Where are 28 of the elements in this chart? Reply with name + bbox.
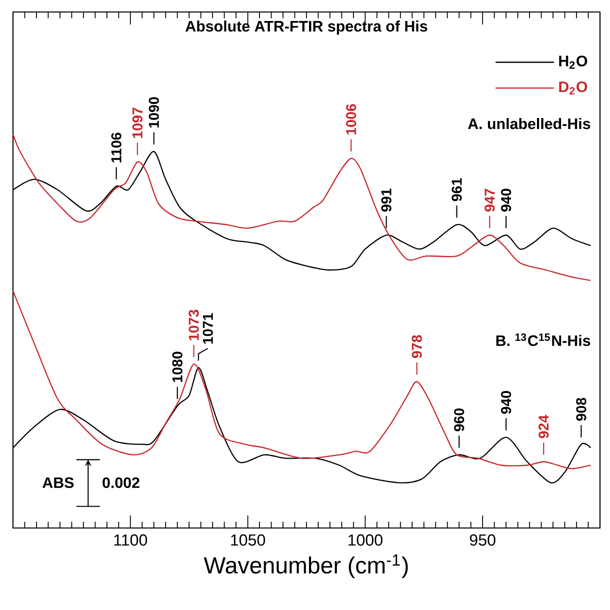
annotation: ABS [42,477,74,488]
annotation: 947 [484,188,495,212]
annotation: 940 [501,391,512,414]
annotation: 940 [501,188,512,212]
x-tick-label: 1100 [114,534,148,546]
x-tick-label: 1000 [348,534,382,546]
annotation: 1006 [346,104,356,134]
annotation: 978 [412,335,422,358]
chart-title: Absolute ATR-FTIR spectra of His [186,20,428,35]
annotation: 1071 [202,313,213,344]
annotation: 961 [452,178,462,202]
annotation: 991 [381,188,392,212]
legend-label: D$_{2}$O [559,81,588,95]
text: A. unlabelled-His [468,118,590,130]
annotation: 960 [454,408,464,432]
annotation: B. $^{13}$C$^{15}$N-His [496,333,590,346]
legend-label: H$_{2}$O [559,56,588,69]
annotation: 908 [576,398,586,421]
x-axis-title: Wavenumber (cm$^{-1}$) [204,554,408,578]
annotation: 1090 [148,97,159,128]
x-tick-label: 950 [470,534,496,546]
x-tick-label: 1050 [231,534,266,546]
annotation: 1097 [132,108,142,138]
annotation: 0.002 [102,477,140,488]
annotation: 924 [538,414,549,438]
annotation: 1073 [188,310,199,340]
annotation: 1106 [111,132,122,162]
annotation: 1080 [172,352,182,382]
